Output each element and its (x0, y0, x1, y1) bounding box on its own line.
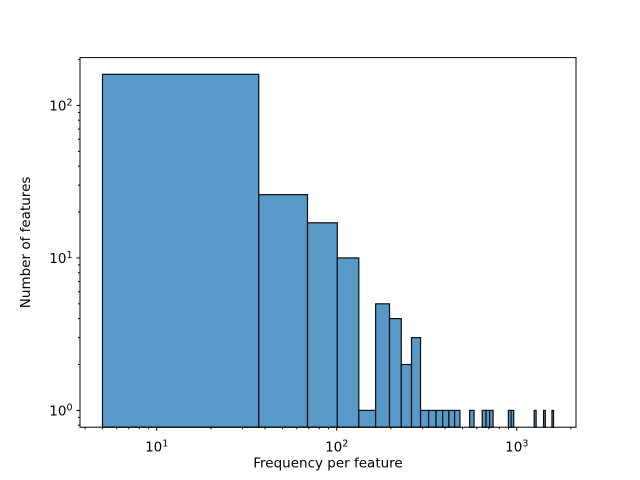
x-tick-label: 102 (325, 439, 348, 456)
histogram-bar (435, 409, 444, 428)
histogram-bar (336, 257, 360, 428)
histogram-bar (448, 409, 456, 428)
histogram-bar (551, 409, 555, 428)
y-tick-label: 100 (49, 402, 72, 419)
histogram-bar (533, 409, 537, 428)
x-tick-label: 101 (145, 439, 168, 456)
histogram-bar (388, 318, 402, 428)
histogram-bar (510, 409, 515, 428)
x-tick-label: 103 (505, 439, 528, 456)
histogram-bar (306, 222, 338, 428)
histogram-bar (375, 303, 391, 428)
y-tick-label: 101 (49, 250, 72, 267)
y-axis-label: Number of features (18, 177, 34, 309)
histogram-bar (358, 409, 377, 428)
histogram-bar (489, 409, 494, 428)
histogram-bar (442, 409, 450, 428)
histogram-bar (419, 409, 430, 428)
x-axis-label: Frequency per feature (253, 456, 403, 472)
y-tick-label: 102 (49, 98, 72, 115)
histogram-bar (400, 363, 413, 428)
histogram-bar (101, 73, 260, 428)
histogram-bar (454, 409, 461, 428)
histogram-bar (469, 409, 475, 428)
ticks-group (76, 59, 572, 431)
histogram-bar (258, 194, 309, 428)
bars-group (101, 73, 555, 428)
histogram-bar (542, 409, 546, 428)
histogram-bar (428, 409, 437, 428)
histogram-bar (410, 337, 422, 428)
